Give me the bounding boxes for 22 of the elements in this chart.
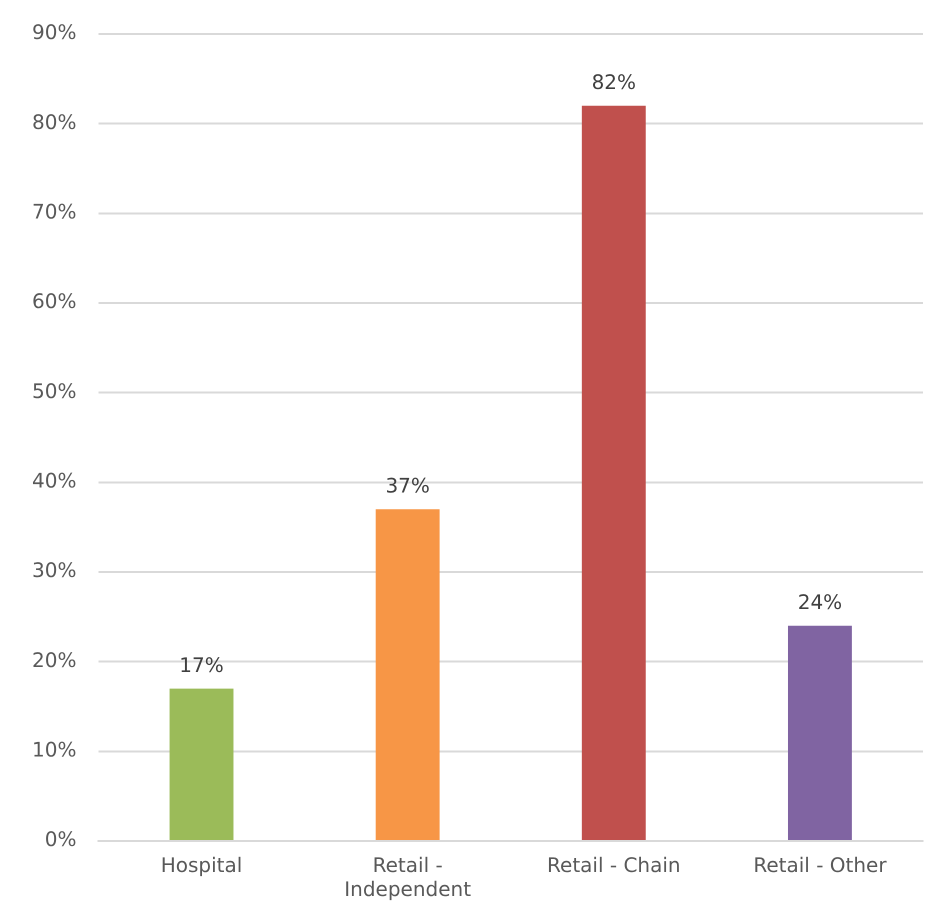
data-label: 17% xyxy=(179,652,224,677)
data-label: 37% xyxy=(385,473,430,498)
data-label: 24% xyxy=(798,590,842,614)
x-tick-label: Retail - Other xyxy=(753,853,888,878)
y-tick-label: 50% xyxy=(32,378,76,403)
y-tick-label: 30% xyxy=(32,558,76,582)
y-tick-label: 20% xyxy=(32,648,76,672)
x-tick-label: Retail - Chain xyxy=(547,853,681,878)
x-tick-label: Retail - Independent xyxy=(344,853,472,902)
bar xyxy=(582,106,646,840)
y-tick-label: 10% xyxy=(32,738,76,762)
y-tick-label: 70% xyxy=(32,200,76,224)
bar xyxy=(376,509,440,840)
y-tick-label: 90% xyxy=(32,20,76,44)
y-tick-label: 80% xyxy=(32,110,76,134)
y-tick-label: 0% xyxy=(44,827,76,852)
bar xyxy=(788,626,852,840)
data-label: 82% xyxy=(592,70,636,94)
y-tick-label: 60% xyxy=(32,289,76,314)
y-tick-label: 40% xyxy=(32,468,76,493)
x-tick-label: Hospital xyxy=(160,853,242,878)
bar xyxy=(170,688,234,840)
